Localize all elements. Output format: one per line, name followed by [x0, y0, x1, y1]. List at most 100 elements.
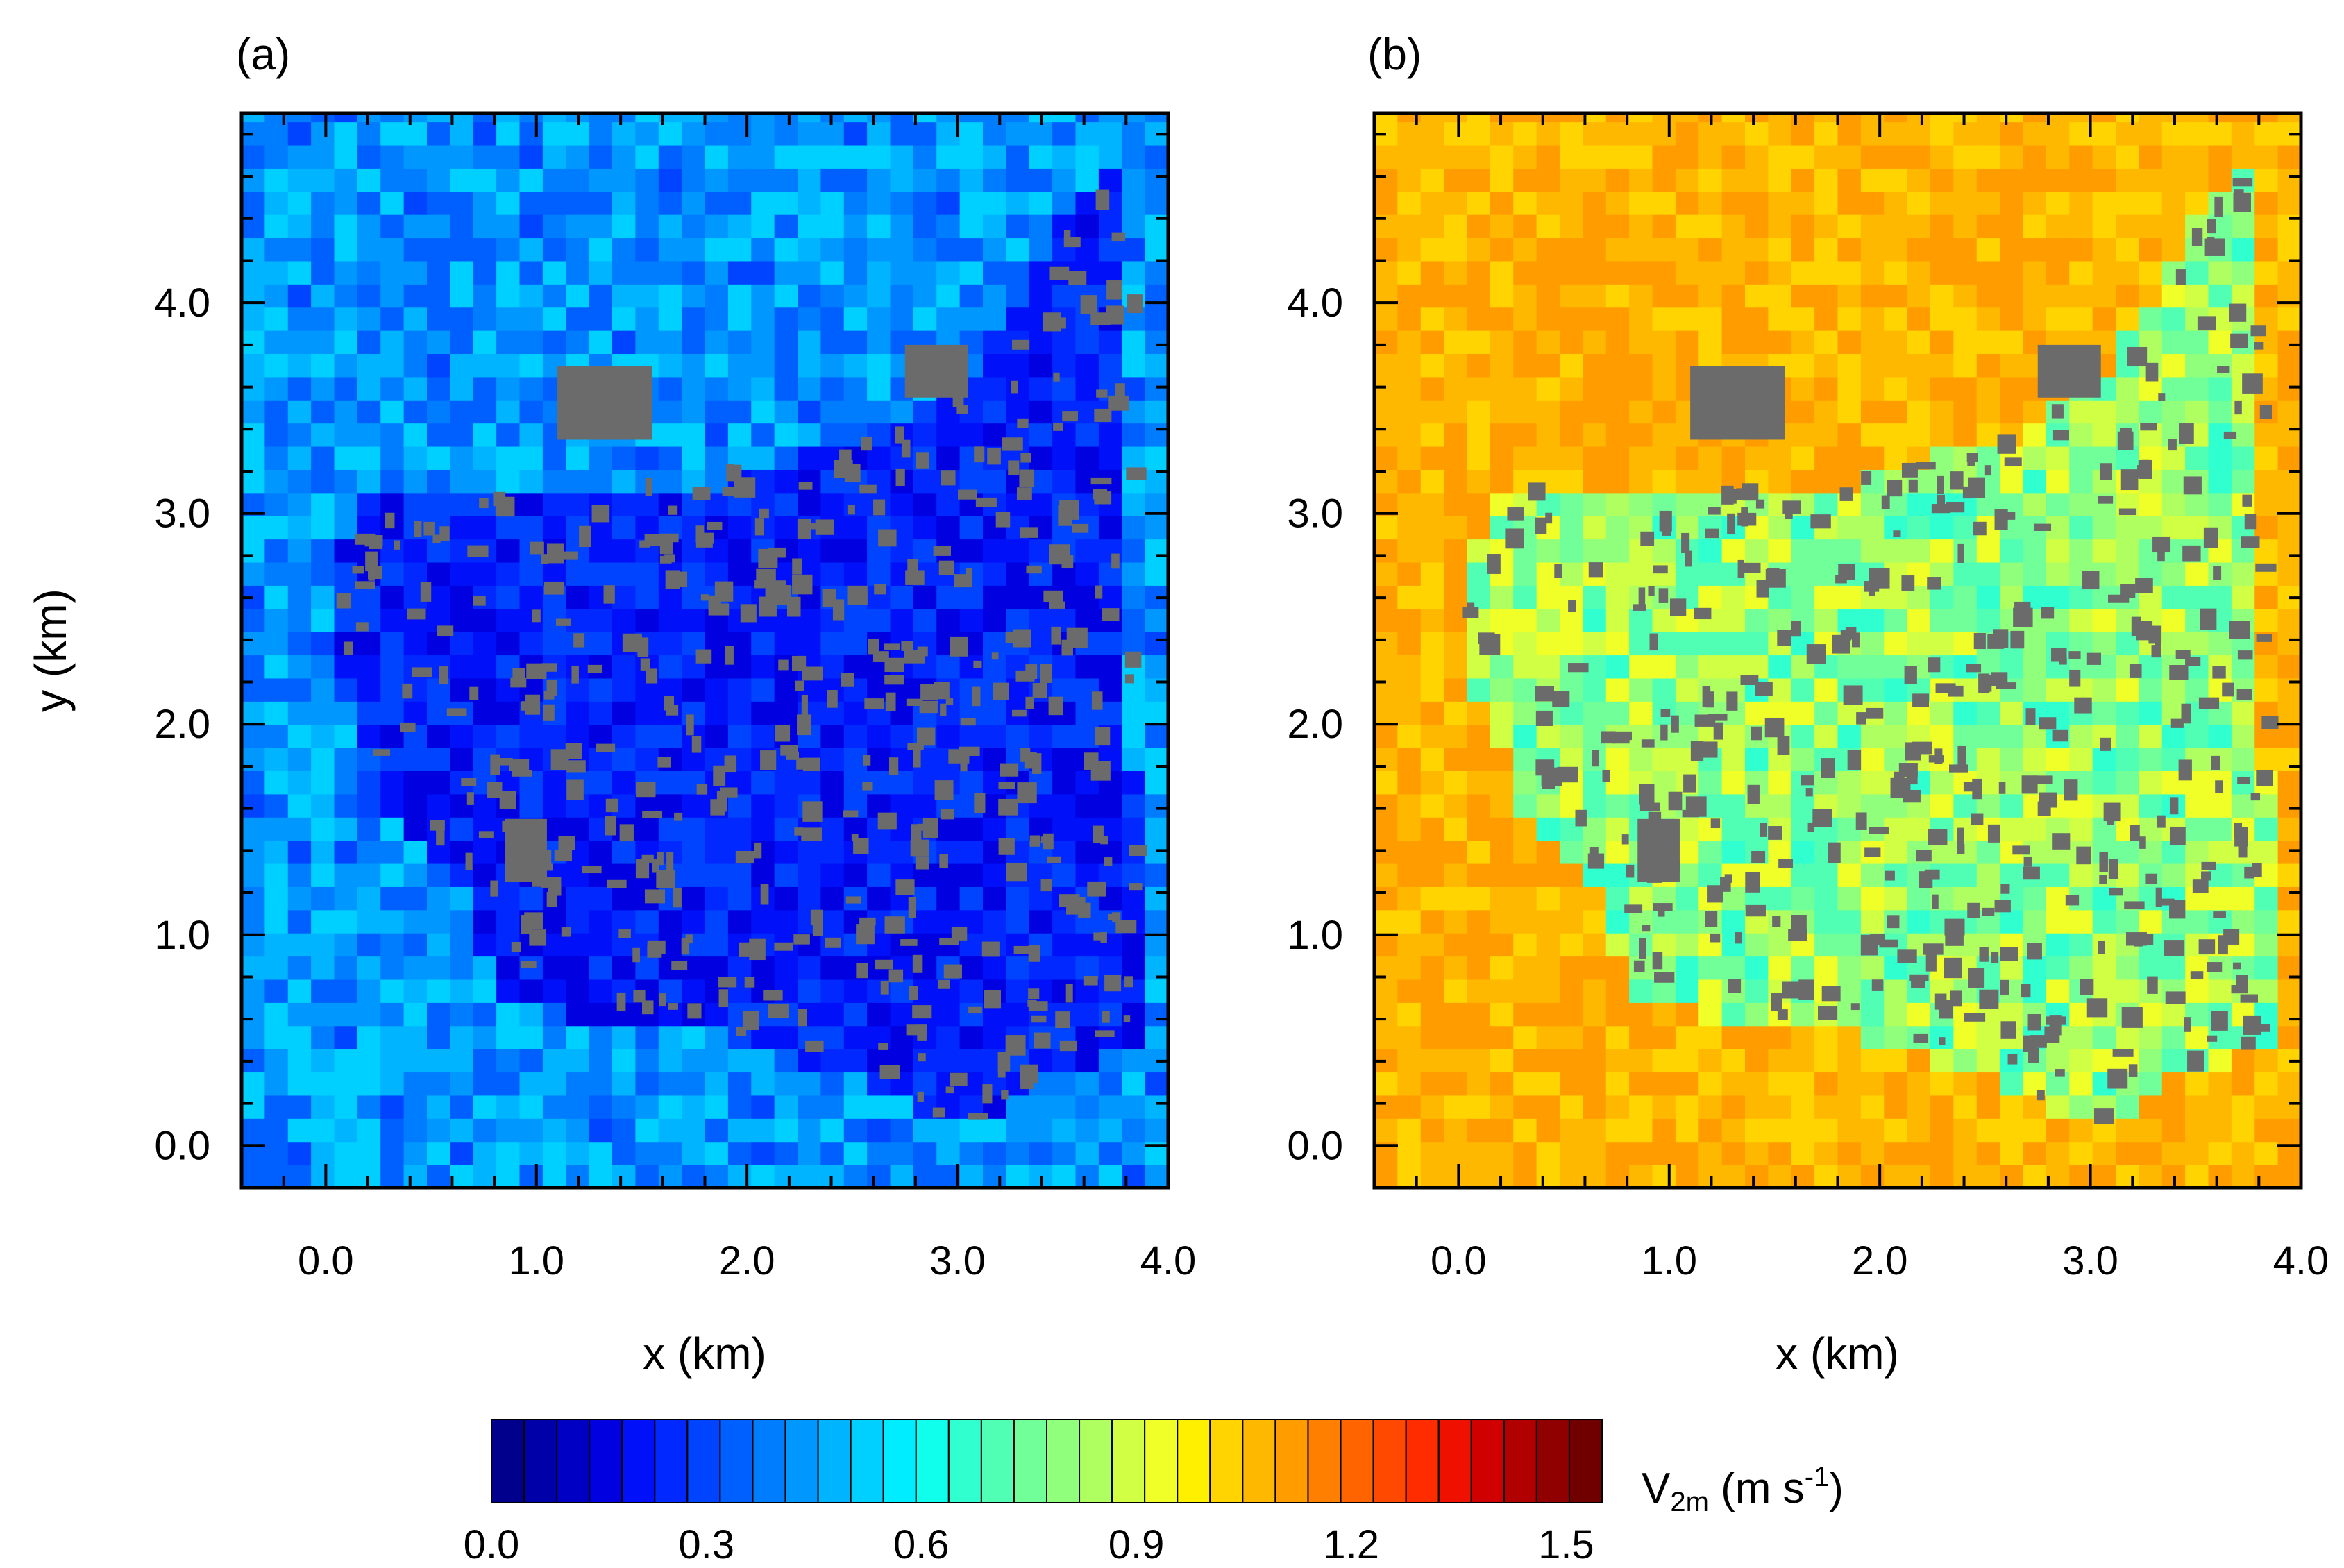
field-cell — [473, 1025, 498, 1049]
field-cell — [1907, 423, 1931, 447]
field-cell — [1698, 1048, 1723, 1073]
field-cell — [1629, 1025, 1653, 1049]
field-cell — [566, 167, 590, 192]
building — [2138, 460, 2152, 479]
field-cell — [1953, 121, 1978, 146]
field-cell — [357, 793, 382, 818]
field-cell — [264, 655, 289, 679]
field-cell — [1721, 307, 1746, 331]
field-cell — [843, 562, 868, 586]
field-cell — [1444, 886, 1468, 911]
field-cell — [751, 700, 775, 725]
field-cell — [798, 631, 822, 656]
building — [1126, 467, 1147, 480]
field-cell — [1029, 191, 1054, 215]
field-cell — [798, 979, 822, 1003]
field-cell — [1168, 1049, 1192, 1072]
field-cell — [1907, 237, 1931, 262]
field-cell — [264, 376, 289, 401]
field-cell — [1860, 446, 1885, 470]
field-cell — [1583, 113, 1607, 123]
field-cell — [1675, 1002, 1700, 1027]
building — [1737, 559, 1744, 578]
field-cell — [427, 863, 451, 887]
field-cell — [1791, 214, 1816, 239]
building — [2232, 962, 2241, 970]
field-cell — [2254, 167, 2279, 192]
field-cell — [1675, 909, 1700, 934]
field-cell — [287, 677, 312, 702]
field-cell — [1052, 793, 1077, 818]
field-cell — [287, 770, 312, 795]
field-cell — [589, 700, 613, 725]
large-building — [2037, 344, 2101, 398]
building — [642, 811, 663, 818]
field-cell — [774, 237, 798, 262]
building — [895, 426, 904, 444]
building — [861, 437, 872, 451]
field-cell — [1513, 956, 1537, 980]
field-cell — [774, 167, 798, 192]
field-cell — [1907, 886, 1931, 911]
field-cell — [1837, 909, 1862, 934]
building — [2243, 1015, 2261, 1035]
building — [1626, 864, 1635, 878]
field-cell — [1122, 1048, 1146, 1073]
field-cell — [2277, 113, 2301, 123]
field-cell — [380, 113, 405, 123]
field-cell — [1374, 909, 1399, 934]
field-cell — [843, 979, 868, 1003]
field-cell — [1374, 1095, 1399, 1119]
x-tick-label: 1.0 — [508, 1238, 564, 1283]
building — [920, 684, 938, 700]
building — [1893, 530, 1901, 537]
field-cell — [2000, 1095, 2024, 1119]
field-cell — [1721, 167, 1746, 192]
field-cell — [1745, 979, 1769, 1003]
building — [912, 1005, 932, 1019]
field-cell — [1907, 283, 1931, 308]
field-cell — [496, 956, 521, 980]
field-cell — [2254, 113, 2279, 123]
building — [1987, 634, 2004, 649]
field-cell — [450, 307, 474, 331]
field-cell — [1444, 539, 1468, 563]
field-cell — [473, 562, 498, 586]
building — [2155, 887, 2162, 907]
building — [2086, 998, 2108, 1018]
building — [1016, 487, 1032, 500]
field-cell — [1168, 516, 1192, 539]
field-cell — [380, 863, 405, 887]
building — [532, 609, 541, 623]
field-cell — [589, 539, 613, 563]
field-cell — [983, 167, 1007, 192]
field-cell — [1768, 307, 1792, 331]
field-cell — [867, 399, 891, 424]
field-cell — [1860, 1141, 1885, 1165]
building — [1020, 1064, 1038, 1084]
field-cell — [1397, 770, 1422, 795]
building — [1807, 822, 1815, 832]
field-cell — [658, 631, 683, 656]
field-cell — [1560, 1141, 1584, 1165]
field-cell — [983, 1118, 1007, 1143]
field-cell — [357, 1095, 382, 1119]
field-cell — [1397, 979, 1422, 1003]
field-cell — [1721, 113, 1746, 123]
field-cell — [2023, 237, 2047, 262]
field-cell — [1583, 214, 1607, 239]
field-cell — [1536, 191, 1560, 215]
field-cell — [774, 121, 798, 146]
field-cell — [2231, 446, 2256, 470]
field-cell — [1884, 399, 1908, 424]
building — [1020, 748, 1031, 762]
field-cell — [727, 863, 752, 887]
field-cell — [427, 144, 451, 169]
field-cell — [1513, 979, 1537, 1003]
field-cell — [1006, 724, 1030, 748]
field-cell — [1907, 191, 1931, 215]
field-cell — [1930, 724, 1955, 748]
field-cell — [1675, 932, 1700, 957]
field-cell — [1145, 770, 1168, 795]
y-tick-label: 0.0 — [1287, 1123, 1343, 1168]
